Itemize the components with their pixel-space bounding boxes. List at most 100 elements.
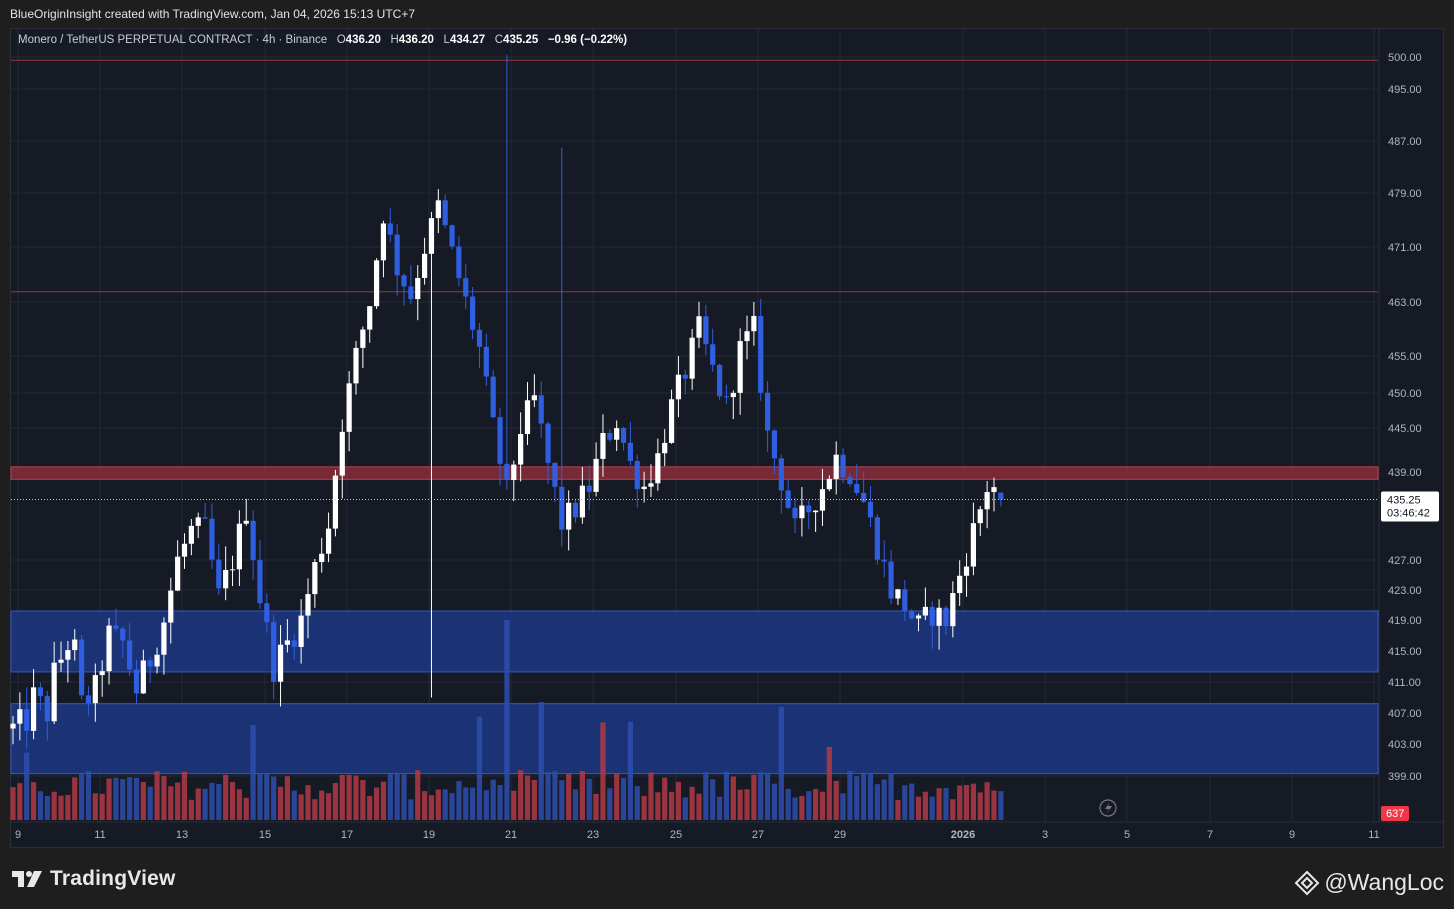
candle-body bbox=[51, 662, 57, 722]
candle-body bbox=[415, 277, 421, 300]
candle-body bbox=[703, 316, 709, 345]
volume-bar bbox=[373, 787, 380, 820]
candle-body bbox=[346, 383, 352, 432]
volume-bar bbox=[387, 774, 393, 820]
candle-body bbox=[696, 316, 702, 338]
legend-open: 436.20 bbox=[345, 34, 381, 46]
candle-body bbox=[867, 501, 874, 518]
candle-body bbox=[284, 640, 290, 645]
volume-bar bbox=[977, 792, 983, 820]
candle-body bbox=[572, 502, 579, 518]
candle-body bbox=[744, 331, 750, 342]
volume-bar bbox=[51, 791, 57, 820]
candle-body bbox=[792, 507, 798, 519]
candle-body bbox=[840, 454, 846, 478]
candle-body bbox=[682, 374, 688, 379]
volume-bar bbox=[991, 790, 997, 820]
candle-body bbox=[915, 615, 922, 619]
candle-body bbox=[476, 329, 483, 347]
candle-body bbox=[902, 589, 908, 611]
volume-bar bbox=[874, 784, 880, 820]
candle-body bbox=[339, 431, 345, 476]
y-tick-label: 495.00 bbox=[1388, 84, 1422, 96]
x-tick-label: 2026 bbox=[951, 829, 975, 841]
volume-bar bbox=[449, 793, 455, 820]
y-tick-label: 411.00 bbox=[1388, 677, 1421, 689]
candle-body bbox=[627, 442, 633, 461]
candle-body bbox=[312, 562, 318, 595]
candle-body bbox=[765, 392, 771, 431]
volume-bar bbox=[37, 791, 44, 820]
volume-bar bbox=[147, 786, 153, 820]
x-tick-label: 5 bbox=[1124, 829, 1130, 841]
volume-bar bbox=[710, 779, 716, 820]
volume-bar bbox=[963, 784, 970, 820]
y-tick-label: 455.00 bbox=[1388, 351, 1422, 363]
candle-body bbox=[531, 395, 537, 401]
candle-body bbox=[360, 329, 366, 348]
volume-bar bbox=[593, 793, 599, 820]
volume-bar bbox=[655, 792, 661, 820]
x-tick-label: 19 bbox=[423, 829, 435, 841]
volume-bar bbox=[566, 773, 572, 820]
volume-bar bbox=[422, 791, 428, 820]
legend-close-label: C bbox=[494, 34, 504, 46]
candle-body bbox=[675, 374, 682, 400]
tradingview-logo[interactable]: TradingView bbox=[12, 867, 176, 891]
candle-body bbox=[874, 517, 880, 560]
volume-bar bbox=[648, 772, 654, 820]
volume-bar bbox=[614, 773, 620, 820]
legend-high-label: H bbox=[390, 34, 399, 46]
volume-bar bbox=[497, 785, 503, 820]
candle-body bbox=[771, 430, 778, 459]
candle-body bbox=[65, 650, 71, 660]
bottom-bar bbox=[0, 848, 1454, 909]
candle-body bbox=[847, 477, 853, 484]
candle-body bbox=[367, 306, 373, 330]
candle-body bbox=[85, 695, 92, 704]
candle-body bbox=[833, 454, 839, 479]
lightning-icon-bolt bbox=[1105, 802, 1112, 814]
volume-bar bbox=[634, 786, 640, 820]
volume-bar bbox=[264, 773, 270, 820]
volume-bar bbox=[319, 790, 325, 820]
candle-body bbox=[716, 364, 723, 397]
x-tick-label: 15 bbox=[259, 829, 271, 841]
volume-bar bbox=[476, 716, 483, 820]
candle-body bbox=[154, 654, 160, 667]
candle-body bbox=[799, 505, 805, 519]
candle-body bbox=[113, 625, 119, 629]
x-tick-label: 3 bbox=[1042, 829, 1048, 841]
volume-bar bbox=[840, 793, 846, 820]
candle-body bbox=[243, 520, 249, 524]
volume-bar bbox=[572, 789, 579, 820]
candle-body bbox=[277, 644, 284, 682]
candle-body bbox=[566, 502, 572, 530]
candle-body bbox=[72, 639, 78, 651]
volume-bar bbox=[442, 789, 448, 820]
candle-body bbox=[257, 560, 263, 604]
volume-bar bbox=[428, 795, 435, 820]
candle-body bbox=[10, 723, 16, 729]
candle-body bbox=[998, 492, 1004, 500]
x-tick-label: 29 bbox=[834, 829, 846, 841]
volume-bar bbox=[181, 771, 188, 820]
candle-body bbox=[106, 625, 112, 672]
candle-body bbox=[813, 510, 819, 513]
candle-body bbox=[634, 460, 640, 490]
legend-symbol[interactable]: Monero / TetherUS PERPETUAL CONTRACT · 4… bbox=[18, 34, 328, 46]
volume-bar bbox=[607, 788, 613, 820]
volume-bar bbox=[559, 780, 565, 820]
volume-bar bbox=[723, 771, 730, 820]
volume-bar bbox=[394, 772, 400, 820]
volume-bar bbox=[943, 788, 949, 820]
volume-bar bbox=[922, 791, 928, 820]
volume-bar bbox=[223, 774, 229, 820]
volume-bar bbox=[250, 724, 256, 820]
candle-body bbox=[58, 659, 64, 663]
volume-bar bbox=[867, 773, 874, 820]
symbol-legend[interactable]: Monero / TetherUS PERPETUAL CONTRACT · 4… bbox=[18, 34, 627, 46]
candle-body bbox=[854, 483, 860, 494]
author-watermark: @WangLoc bbox=[1294, 869, 1444, 896]
